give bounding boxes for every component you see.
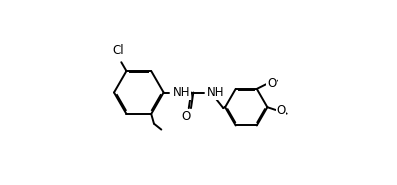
- Text: NH: NH: [173, 86, 191, 99]
- Text: O: O: [267, 77, 276, 90]
- Text: O: O: [181, 110, 190, 123]
- Text: NH: NH: [207, 86, 224, 99]
- Text: O: O: [277, 104, 286, 117]
- Text: Cl: Cl: [112, 44, 124, 57]
